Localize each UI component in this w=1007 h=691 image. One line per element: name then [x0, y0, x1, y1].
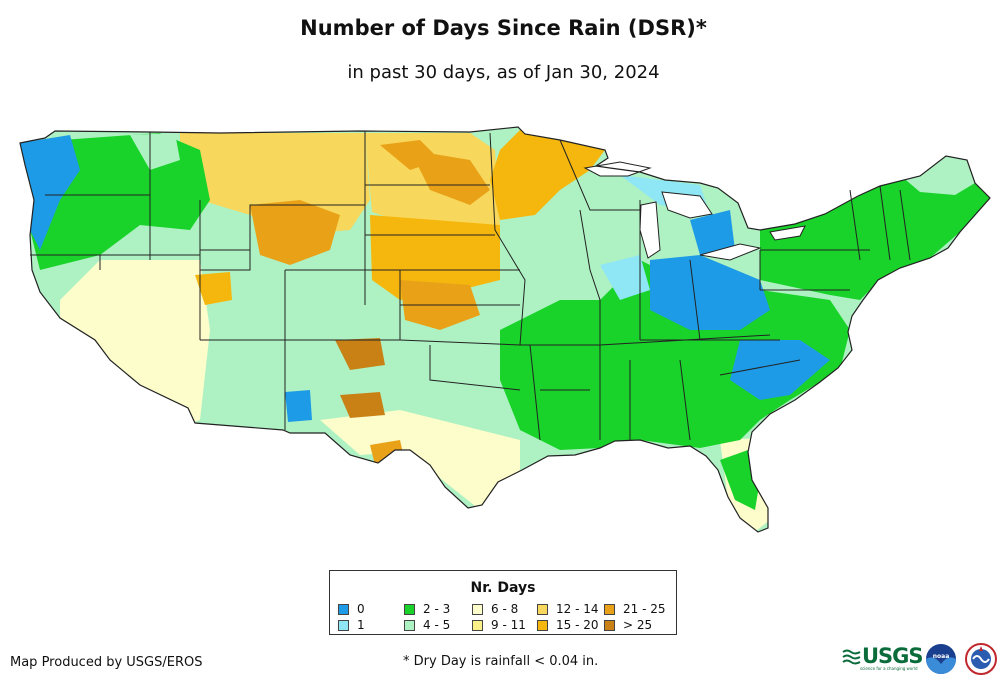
legend-item: 12 - 14 — [537, 602, 599, 616]
noaa-logo-icon: noaa — [926, 644, 956, 674]
legend-swatch — [604, 604, 615, 615]
legend-label: 2 - 3 — [423, 602, 451, 616]
legend-item: 15 - 20 — [537, 618, 599, 632]
legend-swatch — [338, 620, 349, 631]
agency-logos: USGS science for a changing world noaa — [842, 640, 1002, 678]
legend-item: 21 - 25 — [604, 602, 666, 616]
map-title: Number of Days Since Rain (DSR)* — [300, 16, 707, 40]
map-credit: Map Produced by USGS/EROS — [10, 655, 203, 670]
legend-swatch — [604, 620, 615, 631]
nws-logo-icon — [965, 643, 997, 675]
legend: Nr. Days 0 1 2 - 3 4 - 5 6 - 8 9 - 11 12… — [329, 570, 677, 635]
legend-swatch — [338, 604, 349, 615]
legend-label: 12 - 14 — [556, 602, 599, 616]
legend-swatch — [472, 620, 483, 631]
legend-label: 1 — [357, 618, 365, 632]
conus-dsr-map — [19, 126, 991, 533]
legend-label: 9 - 11 — [491, 618, 526, 632]
legend-title: Nr. Days — [470, 580, 536, 596]
legend-label: 21 - 25 — [623, 602, 666, 616]
legend-label: > 25 — [623, 618, 653, 632]
legend-label: 4 - 5 — [423, 618, 451, 632]
legend-swatch — [404, 620, 415, 631]
legend-item: 6 - 8 — [472, 602, 518, 616]
noaa-logo-text: noaa — [933, 653, 950, 660]
legend-label: 15 - 20 — [556, 618, 599, 632]
legend-item: 2 - 3 — [404, 602, 450, 616]
legend-item: 9 - 11 — [472, 618, 526, 632]
usgs-tagline: science for a changing world — [860, 666, 918, 671]
legend-label: 6 - 8 — [491, 602, 519, 616]
dry-day-footnote: * Dry Day is rainfall < 0.04 in. — [403, 654, 599, 669]
usgs-logo: USGS — [862, 644, 924, 668]
map-subtitle: in past 30 days, as of Jan 30, 2024 — [347, 62, 660, 83]
legend-item: 4 - 5 — [404, 618, 450, 632]
legend-swatch — [404, 604, 415, 615]
legend-label: 0 — [357, 602, 365, 616]
legend-item: > 25 — [604, 618, 652, 632]
legend-item: 0 — [338, 602, 365, 616]
legend-item: 1 — [338, 618, 365, 632]
legend-swatch — [537, 604, 548, 615]
usgs-wave-icon — [842, 649, 861, 665]
legend-swatch — [537, 620, 548, 631]
legend-swatch — [472, 604, 483, 615]
